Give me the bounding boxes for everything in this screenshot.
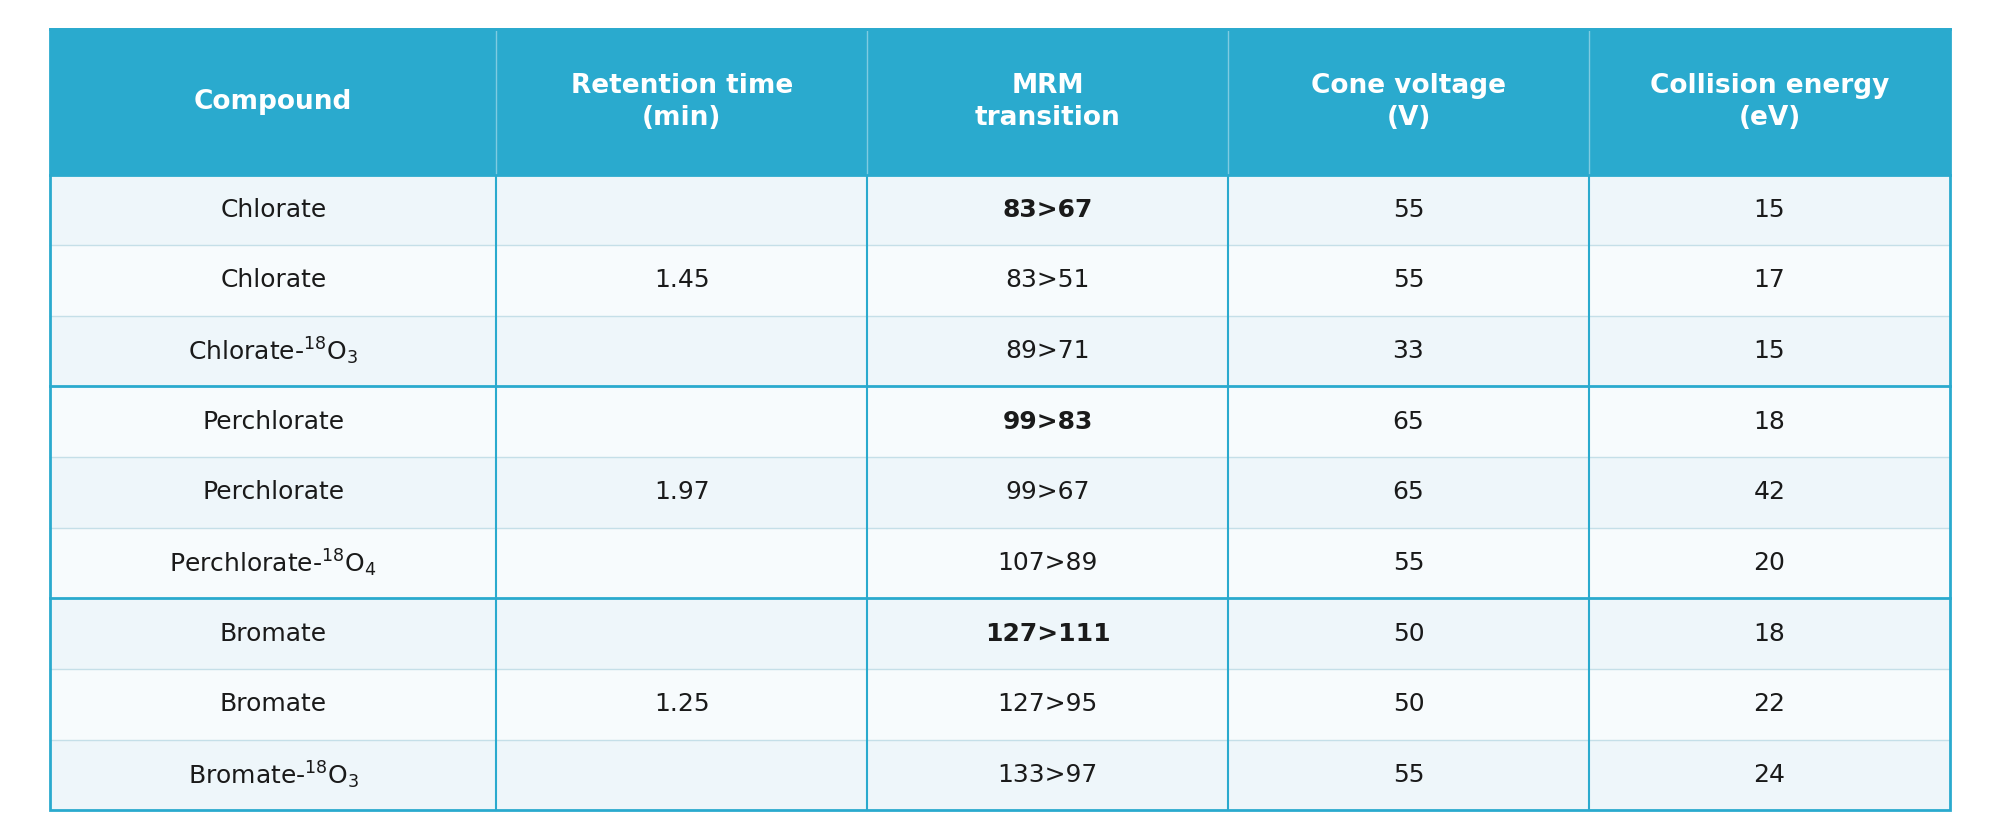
Bar <box>496 386 868 457</box>
Text: 127>111: 127>111 <box>984 622 1110 646</box>
Bar <box>1228 245 1588 316</box>
Text: 1.45: 1.45 <box>654 268 710 293</box>
Bar <box>50 386 496 457</box>
Bar <box>868 528 1228 598</box>
Text: 17: 17 <box>1754 268 1786 293</box>
Bar <box>50 528 496 598</box>
Text: 1.97: 1.97 <box>654 480 710 504</box>
Text: Bromate: Bromate <box>220 622 326 646</box>
Bar <box>1228 175 1588 245</box>
Text: 89>71: 89>71 <box>1006 339 1090 363</box>
Text: Compound: Compound <box>194 89 352 115</box>
Bar <box>496 740 868 810</box>
Bar <box>50 175 496 245</box>
Text: Collision energy
(eV): Collision energy (eV) <box>1650 73 1890 130</box>
Text: 107>89: 107>89 <box>998 551 1098 575</box>
Text: Bromate-$^{18}$O$_{3}$: Bromate-$^{18}$O$_{3}$ <box>188 760 358 790</box>
Bar <box>868 316 1228 386</box>
Text: 33: 33 <box>1392 339 1424 363</box>
Bar <box>1228 29 1588 175</box>
Bar <box>1228 316 1588 386</box>
Text: 83>51: 83>51 <box>1006 268 1090 293</box>
Bar <box>1228 669 1588 740</box>
Text: 99>67: 99>67 <box>1006 480 1090 504</box>
Text: 127>95: 127>95 <box>998 692 1098 716</box>
Text: 50: 50 <box>1392 692 1424 716</box>
Text: 50: 50 <box>1392 622 1424 646</box>
Bar <box>50 245 496 316</box>
Text: Retention time
(min): Retention time (min) <box>570 73 792 130</box>
Text: 15: 15 <box>1754 198 1786 222</box>
Text: Chlorate-$^{18}$O$_{3}$: Chlorate-$^{18}$O$_{3}$ <box>188 336 358 366</box>
Text: Chlorate: Chlorate <box>220 198 326 222</box>
Text: 22: 22 <box>1754 692 1786 716</box>
Text: 18: 18 <box>1754 410 1786 434</box>
Bar <box>50 457 496 528</box>
Text: 65: 65 <box>1392 410 1424 434</box>
Bar <box>1588 175 1950 245</box>
Text: MRM
transition: MRM transition <box>974 73 1120 130</box>
Text: 65: 65 <box>1392 480 1424 504</box>
Bar <box>1228 457 1588 528</box>
Bar <box>1588 598 1950 669</box>
Bar <box>868 598 1228 669</box>
Bar <box>1228 528 1588 598</box>
Bar <box>868 386 1228 457</box>
Text: 55: 55 <box>1392 268 1424 293</box>
Bar <box>50 598 496 669</box>
Bar <box>1228 386 1588 457</box>
Text: 99>83: 99>83 <box>1002 410 1092 434</box>
Bar <box>1228 598 1588 669</box>
Text: Perchlorate-$^{18}$O$_{4}$: Perchlorate-$^{18}$O$_{4}$ <box>170 548 378 578</box>
Text: 133>97: 133>97 <box>998 763 1098 787</box>
Bar <box>868 29 1228 175</box>
Text: Bromate: Bromate <box>220 692 326 716</box>
Text: 20: 20 <box>1754 551 1786 575</box>
Bar <box>868 669 1228 740</box>
Bar <box>496 669 868 740</box>
Bar <box>496 598 868 669</box>
Bar <box>496 316 868 386</box>
Text: Cone voltage
(V): Cone voltage (V) <box>1312 73 1506 130</box>
Text: 55: 55 <box>1392 198 1424 222</box>
Text: 55: 55 <box>1392 763 1424 787</box>
Bar <box>496 528 868 598</box>
Bar <box>50 29 496 175</box>
Bar <box>496 245 868 316</box>
Text: 1.25: 1.25 <box>654 692 710 716</box>
Bar <box>1588 528 1950 598</box>
Bar <box>868 457 1228 528</box>
Bar <box>1588 29 1950 175</box>
Bar <box>1228 740 1588 810</box>
Bar <box>496 175 868 245</box>
Bar <box>50 669 496 740</box>
Text: Chlorate: Chlorate <box>220 268 326 293</box>
Bar <box>496 29 868 175</box>
Bar <box>1588 740 1950 810</box>
Bar <box>1588 316 1950 386</box>
Bar <box>868 740 1228 810</box>
Bar <box>1588 669 1950 740</box>
Bar <box>868 245 1228 316</box>
Text: 18: 18 <box>1754 622 1786 646</box>
Text: 24: 24 <box>1754 763 1786 787</box>
Bar <box>1588 386 1950 457</box>
Text: 55: 55 <box>1392 551 1424 575</box>
Text: Perchlorate: Perchlorate <box>202 480 344 504</box>
Bar <box>50 740 496 810</box>
Bar <box>1588 457 1950 528</box>
Text: 83>67: 83>67 <box>1002 198 1092 222</box>
Bar <box>1588 245 1950 316</box>
Bar <box>496 457 868 528</box>
Text: 15: 15 <box>1754 339 1786 363</box>
Text: Perchlorate: Perchlorate <box>202 410 344 434</box>
Bar <box>868 175 1228 245</box>
Bar <box>50 316 496 386</box>
Text: 42: 42 <box>1754 480 1786 504</box>
